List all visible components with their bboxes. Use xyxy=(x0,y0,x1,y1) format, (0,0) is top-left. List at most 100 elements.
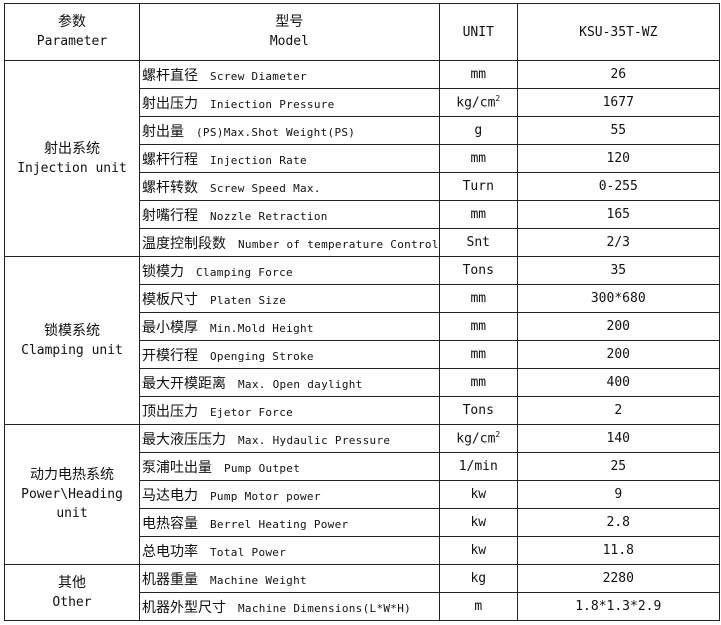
param-name-cn: 机器重量 xyxy=(142,571,198,588)
table-row: 马达电力 Pump Motor power kw 9 xyxy=(5,480,720,509)
header-parameter-cn: 参数 xyxy=(58,14,86,30)
param-value: 2 xyxy=(516,396,720,425)
param-unit: Snt xyxy=(438,228,518,257)
unit-text: kw xyxy=(470,487,487,502)
param-name: 螺杆转数 Screw Speed Max. xyxy=(139,172,440,201)
param-value: 0-255 xyxy=(516,172,720,201)
param-name: 螺杆行程 Injection Rate xyxy=(139,144,440,173)
unit-text: kw xyxy=(470,543,487,558)
param-unit: kw xyxy=(438,536,518,565)
param-value: 25 xyxy=(516,452,720,481)
param-unit: mm xyxy=(438,312,518,341)
group-label-cn: 锁模系统 xyxy=(44,322,100,339)
param-value: 9 xyxy=(516,480,720,509)
param-unit: mm xyxy=(438,60,518,89)
param-name: 顶出压力 Ejetor Force xyxy=(139,396,440,425)
header-unit: UNIT xyxy=(438,3,518,61)
group-label-cn: 其他 xyxy=(58,574,86,591)
param-name-cn: 最小模厚 xyxy=(142,319,198,336)
param-name-en: Ejetor Force xyxy=(210,405,294,419)
param-name: 最小模厚 Min.Mold Height xyxy=(139,312,440,341)
table-row: 最小模厚 Min.Mold Height mm 200 xyxy=(5,312,720,341)
param-value: 140 xyxy=(516,424,720,453)
unit-sup: 2 xyxy=(495,94,501,104)
param-name: 螺杆直径 Screw Diameter xyxy=(139,60,440,89)
param-name: 机器外型尺寸 Machine Dimensions(L*W*H) xyxy=(139,592,440,621)
param-name-cn: 螺杆转数 xyxy=(142,179,198,196)
param-name-cn: 最大开模距离 xyxy=(142,375,226,392)
unit-text: kg/cm xyxy=(456,95,496,111)
group-label-cn: 动力电热系统 xyxy=(30,467,114,483)
param-name: 最大液压压力 Max. Hydaulic Pressure xyxy=(139,424,440,453)
unit-text: mm xyxy=(470,207,487,222)
param-name-en: Screw Speed Max. xyxy=(210,181,321,195)
table-row: 顶出压力 Ejetor Force Tons 2 xyxy=(5,396,720,425)
param-unit: mm xyxy=(438,340,518,369)
spec-table: 参数 Parameter 型号 Model UNIT KSU-35T-WZ 射出系统… xyxy=(4,3,720,621)
header-model-cn: 型号 xyxy=(275,14,304,30)
param-name-cn: 射出量 xyxy=(142,123,184,140)
param-name-en: Injection Rate xyxy=(210,153,307,167)
table-row: 总电功率 Total Power kw 11.8 xyxy=(5,536,720,565)
unit-text: mm xyxy=(470,375,487,390)
param-value: 120 xyxy=(516,144,720,173)
param-name-cn: 开模行程 xyxy=(142,347,198,364)
unit-text: 1/min xyxy=(458,459,498,474)
param-unit: g xyxy=(438,116,518,145)
group-label-en: Injection unit xyxy=(17,160,127,176)
param-name: 最大开模距离 Max. Open daylight xyxy=(139,368,440,397)
param-value: 2/3 xyxy=(516,228,720,257)
group-label-cn: 射出系统 xyxy=(44,140,100,157)
param-value: 300*680 xyxy=(516,284,720,313)
param-name-cn: 马达电力 xyxy=(142,487,198,504)
unit-text: mm xyxy=(470,291,487,306)
param-unit: mm xyxy=(438,144,518,173)
header-parameter-en: Parameter xyxy=(36,34,108,49)
param-name: 开模行程 Openging Stroke xyxy=(139,340,440,369)
unit-text: kg/cm xyxy=(456,431,496,447)
param-name-cn: 射出压力 xyxy=(142,95,198,112)
unit-text: mm xyxy=(470,347,487,362)
param-value: 2.8 xyxy=(516,508,720,537)
group-label-en: Power\Heading xyxy=(21,487,123,502)
param-name: 射出量 (PS)Max.Shot Weight(PS) xyxy=(139,116,440,145)
header-model-en: Model xyxy=(269,34,309,49)
param-value: 35 xyxy=(516,256,720,285)
param-unit: 1/min xyxy=(438,452,518,481)
param-name-en: Number of temperature Control xyxy=(238,237,439,251)
param-name-cn: 总电功率 xyxy=(142,543,198,560)
param-name: 机器重量 Machine Weight xyxy=(139,564,440,593)
param-name: 射出压力 Iniection Pressure xyxy=(139,88,440,117)
param-value: 2280 xyxy=(516,564,720,593)
param-name-cn: 温度控制段数 xyxy=(142,235,226,252)
param-name-en: Min.Mold Height xyxy=(210,321,314,335)
param-name-en: Screw Diameter xyxy=(210,69,307,83)
param-unit: Tons xyxy=(438,396,518,425)
table-row: 电热容量 Berrel Heating Power kw 2.8 xyxy=(5,508,720,537)
param-name-en: Berrel Heating Power xyxy=(210,517,349,531)
param-unit: m xyxy=(438,592,518,621)
param-name: 总电功率 Total Power xyxy=(139,536,440,565)
table-row: 射嘴行程 Nozzle Retraction mm 165 xyxy=(5,200,720,229)
param-value: 11.8 xyxy=(516,536,720,565)
param-unit: kg/cm2 xyxy=(438,424,518,453)
table-row: 其他 Other 机器重量 Machine Weight kg 2280 xyxy=(4,564,720,621)
param-name-en: Clamping Force xyxy=(196,265,293,279)
unit-text: Turn xyxy=(462,179,494,194)
param-name-cn: 顶出压力 xyxy=(142,403,198,420)
table-row: 射出量 (PS)Max.Shot Weight(PS) g 55 xyxy=(5,116,720,145)
param-name-cn: 锁模力 xyxy=(142,263,184,280)
param-unit: kw xyxy=(438,508,518,537)
param-name: 模板尺寸 Platen Size xyxy=(139,284,440,313)
param-name-en: Pump Motor power xyxy=(210,489,321,503)
param-value: 26 xyxy=(516,60,720,89)
param-name-en: Max. Hydaulic Pressure xyxy=(238,433,391,447)
param-unit: mm xyxy=(438,200,518,229)
param-name-en: Max. Open daylight xyxy=(238,377,363,391)
header-row: 参数 Parameter 型号 Model UNIT KSU-35T-WZ xyxy=(4,3,720,61)
table-row: 射出压力 Iniection Pressure kg/cm2 1677 xyxy=(5,88,720,117)
param-name-en: Total Power xyxy=(210,545,287,559)
param-value: 200 xyxy=(516,312,720,341)
unit-text: kg xyxy=(470,571,487,586)
param-name-cn: 模板尺寸 xyxy=(142,291,198,308)
